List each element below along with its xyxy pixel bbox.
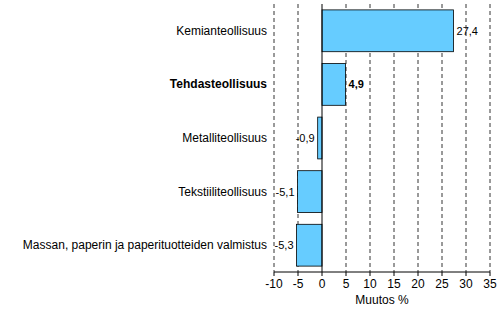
data-label: -0,9 xyxy=(296,132,315,144)
data-label: 4,9 xyxy=(349,78,364,90)
bar xyxy=(322,63,346,105)
data-label: -5,3 xyxy=(275,239,294,251)
bar xyxy=(297,224,322,266)
bar xyxy=(322,10,454,52)
category-label: Kemianteollisuus xyxy=(176,24,267,38)
tick xyxy=(394,272,395,276)
tick-label: 30 xyxy=(459,277,473,291)
tick-label: 25 xyxy=(435,277,449,291)
data-label: -5,1 xyxy=(276,186,295,198)
tick xyxy=(322,272,323,276)
tick-label: 20 xyxy=(411,277,425,291)
bar xyxy=(298,171,322,213)
chart: -10 -5 0 5 10 15 20 25 30 35 27,4 Kemianteollisuus 4… xyxy=(0,0,500,310)
tick xyxy=(442,272,443,276)
tick xyxy=(418,272,419,276)
tick-label: 15 xyxy=(387,277,401,291)
bar xyxy=(318,117,322,159)
zero-line xyxy=(322,4,323,272)
tick xyxy=(466,272,467,276)
data-label: 27,4 xyxy=(457,25,478,37)
category-label: Tehdasteollisuus xyxy=(170,77,267,91)
tick xyxy=(370,272,371,276)
tick-label: 5 xyxy=(343,277,350,291)
category-label: Massan, paperin ja paperituotteiden valm… xyxy=(23,238,267,252)
tick xyxy=(298,272,299,276)
tick-label: 35 xyxy=(483,277,497,291)
x-axis xyxy=(274,272,490,273)
tick xyxy=(490,272,491,276)
tick xyxy=(346,272,347,276)
grid-line xyxy=(490,4,491,272)
bars xyxy=(297,10,454,266)
tick-label: -10 xyxy=(265,277,283,291)
category-label: Metalliteollisuus xyxy=(182,131,267,145)
x-axis-title: Muutos % xyxy=(355,293,409,307)
tick xyxy=(274,272,275,276)
root: -10 -5 0 5 10 15 20 25 30 35 27,4 Kemianteollisuus 4… xyxy=(0,0,500,310)
grid-line xyxy=(466,4,467,272)
tick-label: 10 xyxy=(363,277,377,291)
grid-line xyxy=(274,4,275,272)
tick-label: -5 xyxy=(293,277,304,291)
tick-label: 0 xyxy=(319,277,326,291)
category-label: Tekstiiliteollisuus xyxy=(178,185,267,199)
